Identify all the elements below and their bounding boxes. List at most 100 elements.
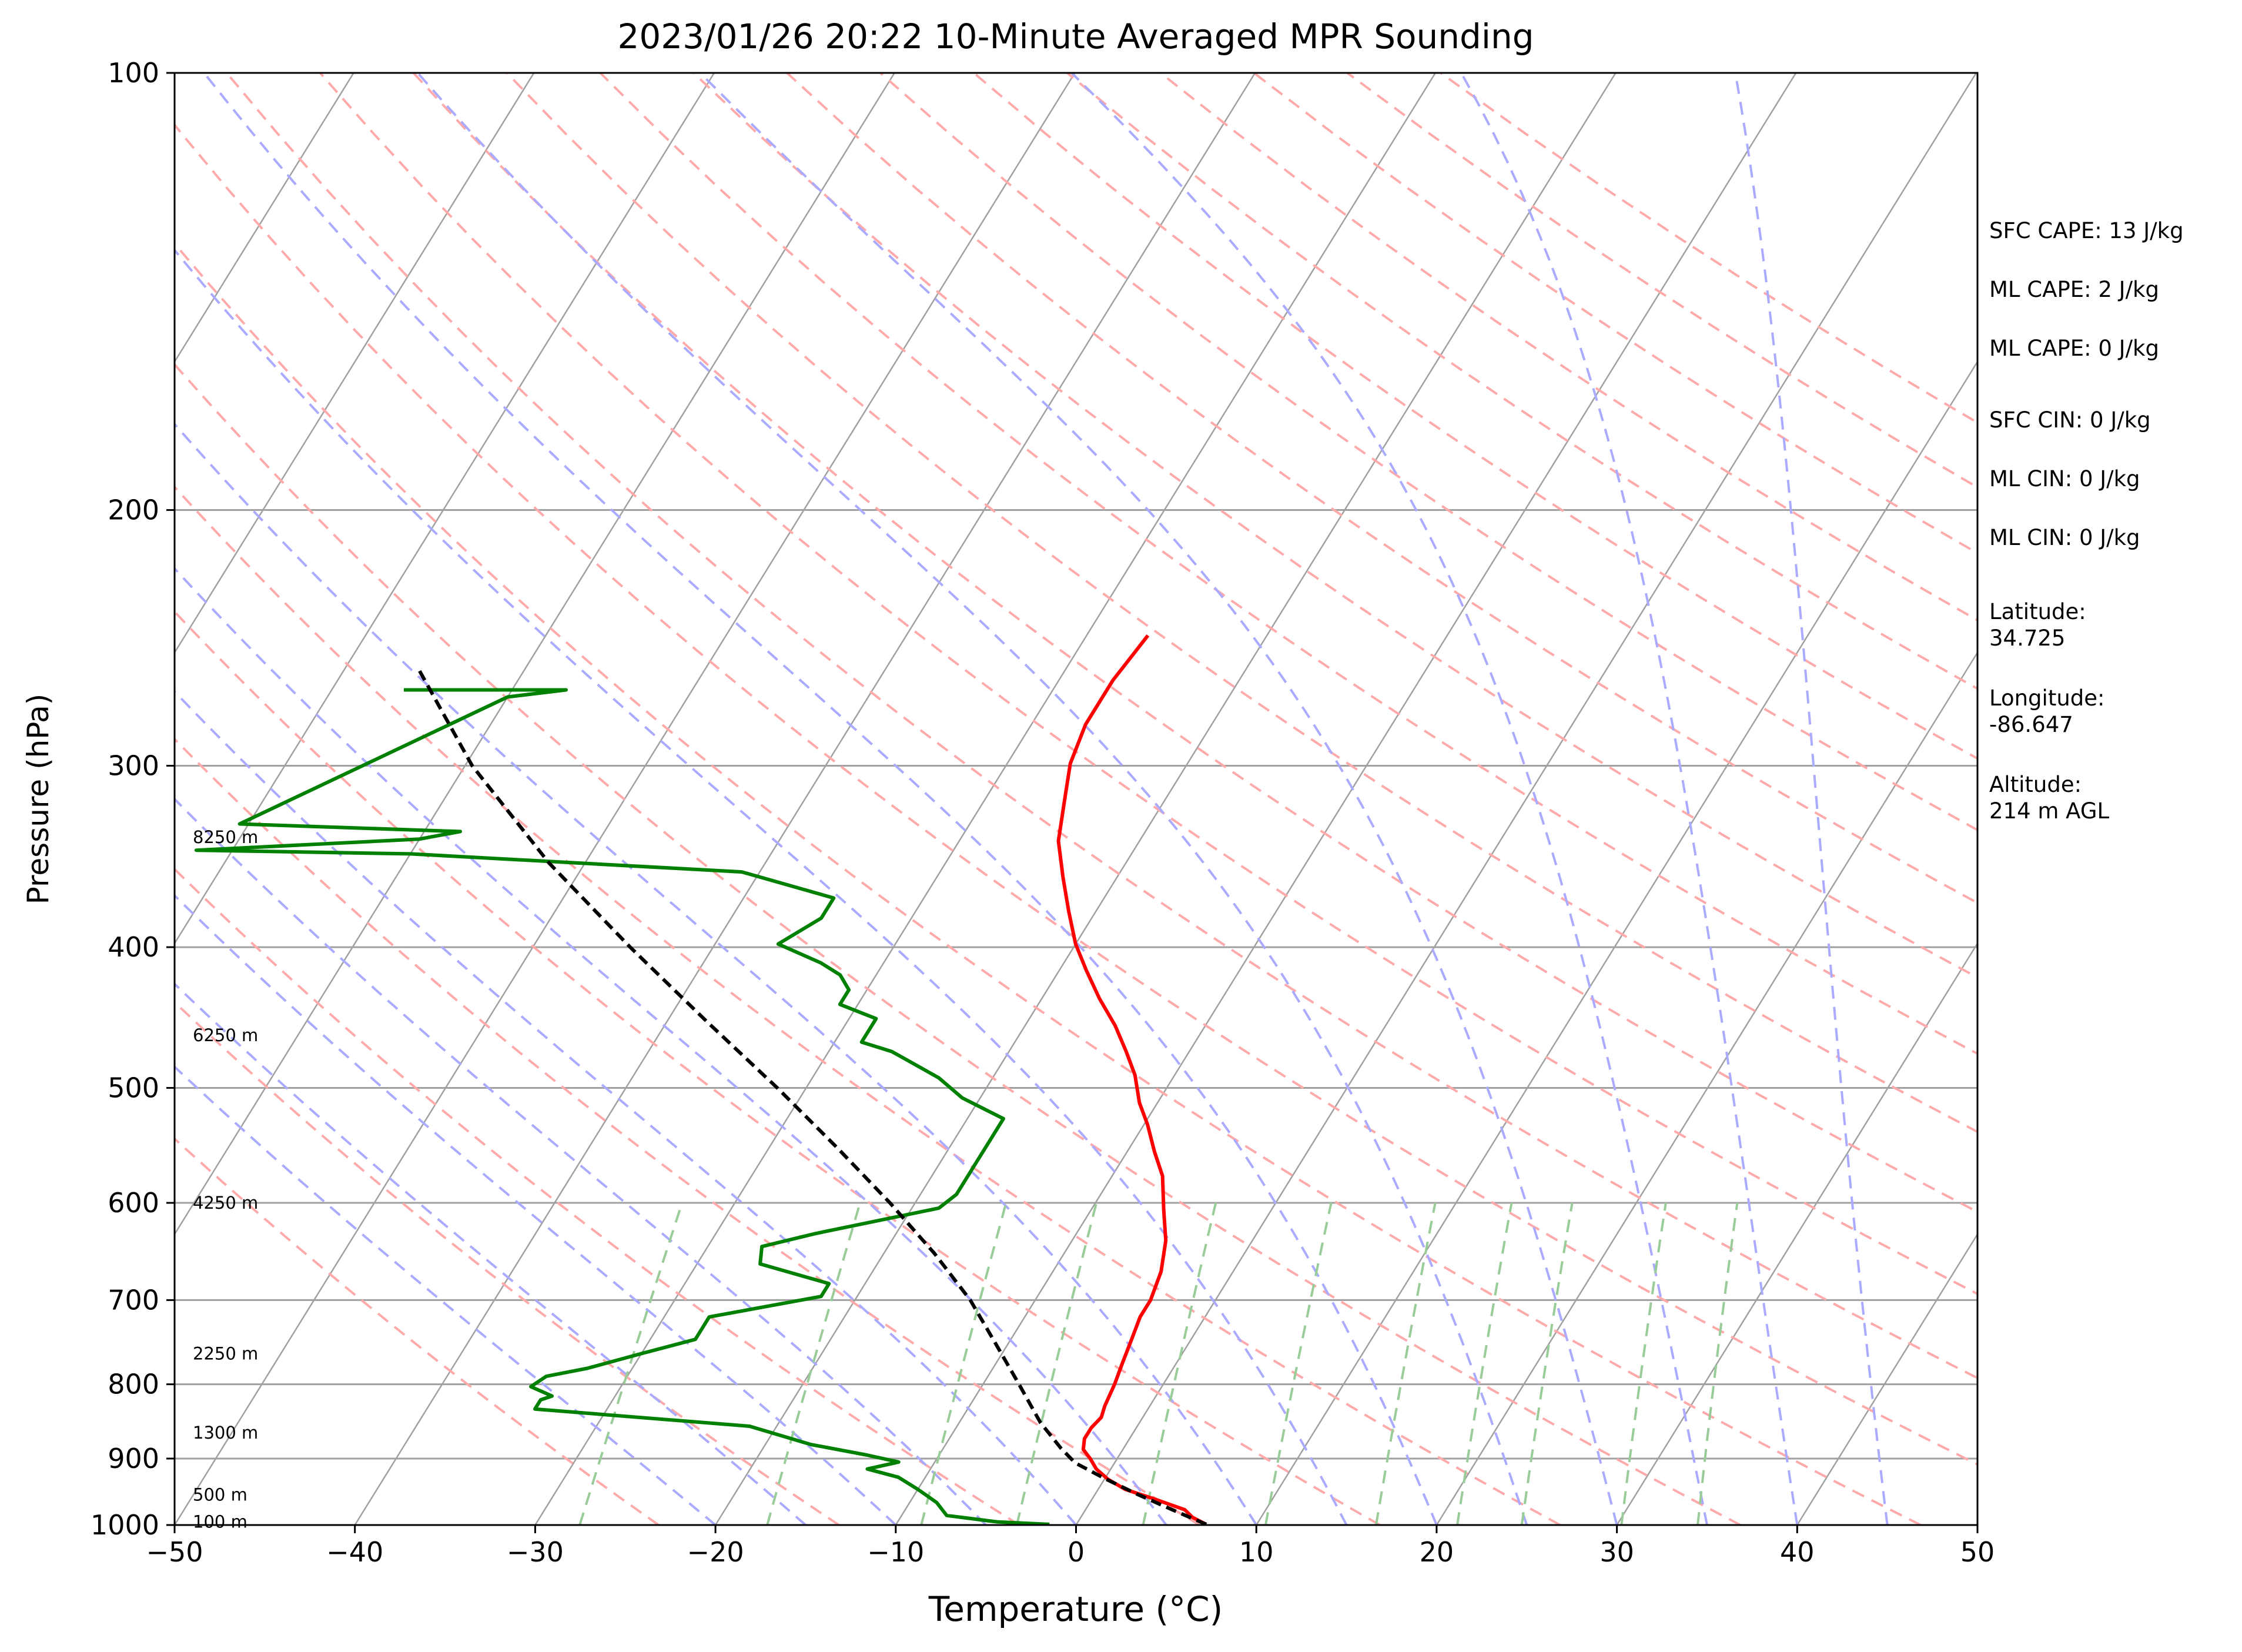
isotherm-line <box>175 73 895 1236</box>
y-tick-label: 300 <box>108 750 159 781</box>
dewpoint-line <box>194 688 1050 1525</box>
x-tick-label: 30 <box>1599 1536 1634 1568</box>
height-labels: 100 m 500 m 1300 m 2250 m 4250 m 6250 m 8250 m <box>193 827 258 1532</box>
isotherm-line <box>354 73 1256 1525</box>
isotherm-line <box>715 73 1617 1525</box>
dry-adiabat-line <box>175 242 1922 1525</box>
y-tick-label: 1000 <box>91 1509 159 1541</box>
mixing-ratio-line <box>1696 1202 1739 1525</box>
y-tick-label: 600 <box>108 1187 159 1219</box>
parcel-line <box>417 670 1207 1525</box>
mixing-ratio-line <box>1015 1202 1098 1525</box>
isotherm-line <box>2158 73 2242 1525</box>
longitude-value: -86.647 <box>1989 712 2073 737</box>
mixing-ratio-line <box>1456 1202 1513 1525</box>
mixing-ratio-line <box>578 1202 684 1525</box>
isotherm-line <box>1075 73 1977 1525</box>
altitude-value: 214 m AGL <box>1989 798 2110 824</box>
dry-adiabat-line <box>226 73 1977 1380</box>
y-tick-label: 900 <box>108 1443 159 1474</box>
isotherm-line <box>1256 360 1977 1525</box>
mixing-ratio-line <box>920 1202 1008 1525</box>
moist-adiabat-line <box>1460 73 1799 1525</box>
height-label: 4250 m <box>193 1193 258 1213</box>
y-axis-ticks: 100 200 300 400 500 600 700 800 900 1000 <box>91 57 175 1541</box>
x-tick-label: 40 <box>1780 1536 1815 1568</box>
y-tick-label: 500 <box>108 1072 159 1103</box>
dry-adiabat-line <box>1066 73 1977 690</box>
x-tick-label: −40 <box>326 1536 383 1568</box>
height-label: 500 m <box>193 1484 247 1504</box>
x-tick-label: 0 <box>1068 1536 1085 1568</box>
x-tick-label: −20 <box>687 1536 744 1568</box>
isotherm-line <box>1435 651 1977 1525</box>
x-axis-label: Temperature (°C) <box>928 1589 1223 1629</box>
mixing-ratio-line <box>1142 1202 1217 1525</box>
isotherm-line <box>895 73 1797 1525</box>
moist-adiabat-line <box>203 73 1438 1525</box>
x-tick-label: −10 <box>867 1536 924 1568</box>
y-tick-label: 100 <box>108 57 159 89</box>
mixing-ratio-line <box>1374 1202 1437 1525</box>
dry-adiabat-line <box>175 123 1977 1466</box>
moist-adiabat-line <box>175 690 1078 1525</box>
latitude-value: 34.725 <box>1989 626 2066 651</box>
latitude-label: Latitude: <box>1989 599 2086 624</box>
moist-adiabat-line <box>1070 73 1708 1525</box>
moist-adiabat-line <box>1734 73 1889 1525</box>
isotherm-line <box>1616 942 1977 1525</box>
x-tick-label: −30 <box>507 1536 564 1568</box>
moist-adiabat-line <box>175 248 1348 1525</box>
y-tick-label: 700 <box>108 1284 159 1316</box>
sfc-cin-text: SFC CIN: 0 J/kg <box>1989 407 2151 433</box>
mixing-ratio-line <box>766 1202 862 1525</box>
height-label: 2250 m <box>193 1343 258 1363</box>
isotherm-line <box>175 73 535 654</box>
moist-adiabat-line <box>175 567 1167 1525</box>
dry-adiabat-line <box>973 73 1977 760</box>
moist-adiabat-line <box>175 894 897 1525</box>
chart-title: 2023/01/26 20:22 10-Minute Averaged MPR … <box>617 16 1534 56</box>
dry-adiabat-line <box>599 73 1977 1055</box>
mixing-ratio-line <box>1620 1202 1667 1525</box>
y-tick-label: 200 <box>108 494 159 526</box>
temperature-line <box>1056 634 1207 1525</box>
height-label: 8250 m <box>193 827 258 847</box>
longitude-label: Longitude: <box>1989 685 2105 711</box>
data-lines <box>194 634 1207 1525</box>
dry-adiabat-line <box>319 73 1977 1296</box>
dry-adiabat-line <box>175 737 1200 1525</box>
mixing-ratio-line <box>1520 1202 1574 1525</box>
mixing-ratio-line <box>1264 1202 1333 1525</box>
moist-adiabat-line <box>175 422 1257 1525</box>
dry-adiabat-line <box>786 73 1977 905</box>
isotherm-line <box>175 73 354 363</box>
dry-adiabat-line <box>175 362 1741 1525</box>
x-tick-label: −50 <box>146 1536 203 1568</box>
y-tick-label: 800 <box>108 1369 159 1400</box>
ml-cape-text-2: ML CAPE: 0 J/kg <box>1989 336 2159 361</box>
x-tick-label: 50 <box>1960 1536 1995 1568</box>
ml-cape-text: ML CAPE: 2 J/kg <box>1989 277 2159 302</box>
moist-adiabat-line <box>417 73 1528 1525</box>
isotherm-line <box>534 73 1436 1525</box>
background-lines <box>175 73 2242 1525</box>
dry-adiabat-line <box>175 485 1561 1525</box>
dry-adiabat-line <box>412 73 1977 1213</box>
x-tick-label: 20 <box>1420 1536 1454 1568</box>
dry-adiabat-line <box>175 610 1381 1525</box>
sfc-cape-text: SFC CAPE: 13 J/kg <box>1989 218 2184 243</box>
x-axis-ticks: −50 −40 −30 −20 −10 0 10 20 30 40 50 <box>146 1525 1995 1568</box>
isotherm-line <box>1796 1232 1977 1525</box>
altitude-label: Altitude: <box>1989 772 2082 797</box>
x-tick-label: 10 <box>1239 1536 1274 1568</box>
isotherm-line <box>175 73 715 945</box>
height-label: 6250 m <box>193 1025 258 1045</box>
height-label: 1300 m <box>193 1423 258 1443</box>
dry-adiabat-line <box>175 1137 660 1525</box>
moist-adiabat-line <box>699 73 1618 1525</box>
height-label: 100 m <box>193 1512 247 1532</box>
y-axis-label: Pressure (hPa) <box>21 694 55 905</box>
y-tick-label: 400 <box>108 931 159 963</box>
